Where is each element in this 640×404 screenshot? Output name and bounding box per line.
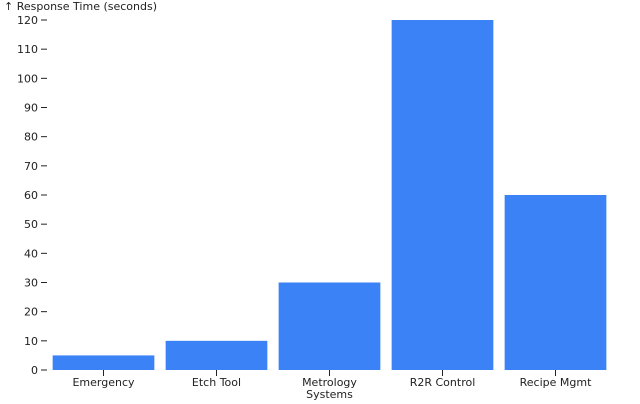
y-tick-label: 30: [24, 277, 38, 290]
y-tick-label: 0: [31, 364, 38, 377]
x-axis: Emergency Etch Tool Metrology Systems R2R Co…: [72, 370, 592, 401]
y-tick-label: 10: [24, 335, 38, 348]
x-tick-label-line: Systems: [306, 388, 353, 400]
x-tick-label: Etch Tool: [192, 376, 241, 389]
x-tick-label-line: R2R Control: [410, 376, 476, 389]
y-tick-label: 100: [17, 72, 38, 85]
x-tick-label: Emergency: [72, 376, 135, 389]
y-axis: 0 10 20 30 40 50 60 70 80 90 100 110 120: [17, 14, 47, 377]
y-tick-label: 90: [24, 102, 38, 115]
x-tick-label-line: Etch Tool: [192, 376, 241, 389]
x-tick-label-line: Metrology: [302, 376, 357, 389]
bar-2: [278, 282, 381, 370]
y-tick-label: 60: [24, 189, 38, 202]
x-tick-label-line: Emergency: [72, 376, 135, 389]
x-tick-label: R2R Control: [410, 376, 476, 389]
y-tick-label: 20: [24, 306, 38, 319]
y-tick-label: 80: [24, 131, 38, 144]
y-tick-label: 40: [24, 247, 38, 260]
bars-group: [52, 20, 607, 370]
y-tick-label: 50: [24, 218, 38, 231]
x-tick-label-line: Recipe Mgmt: [520, 376, 592, 389]
x-tick-label: Recipe Mgmt: [520, 376, 592, 389]
y-axis-title: ↑ Response Time (seconds): [4, 0, 157, 13]
bar-3: [391, 20, 494, 370]
bar-4: [504, 195, 607, 370]
bar-0: [52, 355, 155, 370]
x-tick-label: Metrology Systems: [302, 376, 357, 400]
y-tick-label: 110: [17, 43, 38, 56]
y-tick-label: 120: [17, 14, 38, 27]
y-tick-label: 70: [24, 160, 38, 173]
bar-1: [165, 340, 268, 370]
